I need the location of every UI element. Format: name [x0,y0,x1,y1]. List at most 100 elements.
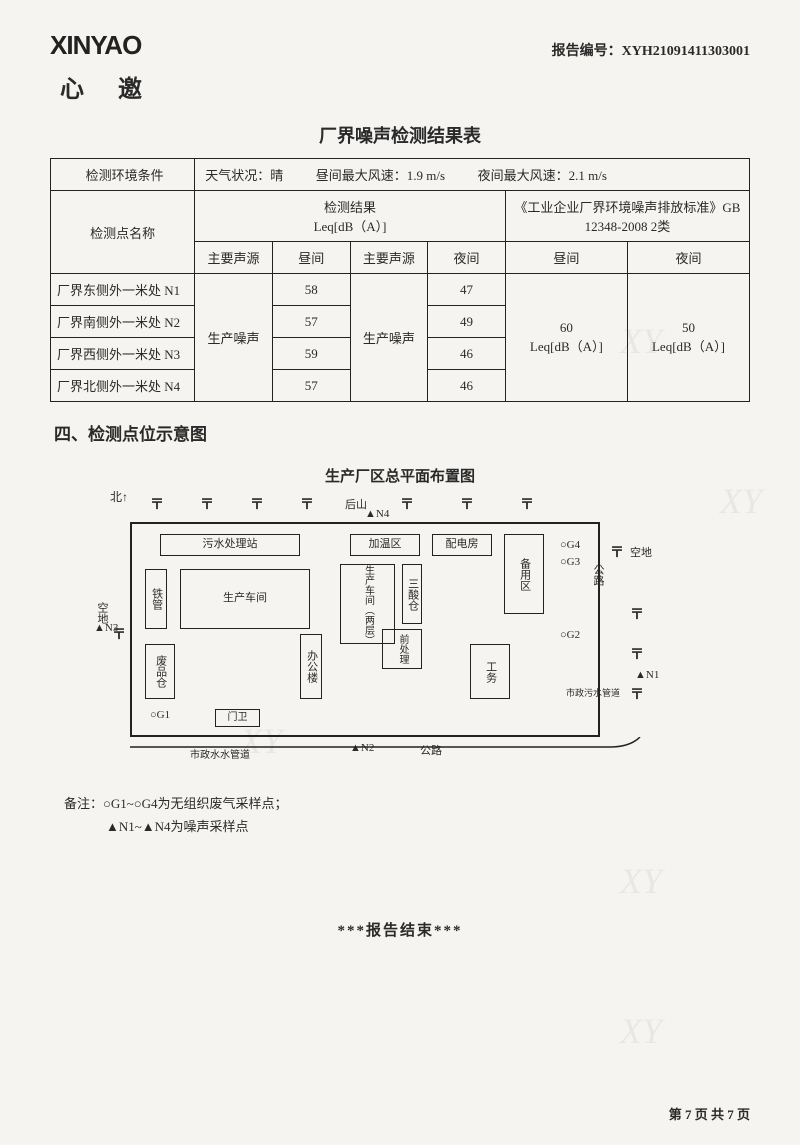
box-sansuan: 三酸仓 [402,564,422,624]
brand-cn: 心 邀 [60,69,750,104]
box-tieguan-text: 铁管 [149,588,162,610]
box-shengchan2-text: 生产车间（两层） [362,565,374,643]
weather-label: 天气状况： [205,168,270,183]
tree-icon: 〒 [200,494,214,514]
note-line-2: ▲N1~▲N4为噪声采样点 [64,815,750,838]
cell-point: 厂界西侧外一米处 N3 [51,338,195,370]
box-wushui: 污水处理站 [160,534,300,556]
tree-icon: 〒 [400,494,414,514]
watermark: XY [620,1010,662,1052]
tree-icon: 〒 [630,684,644,704]
env-values: 天气状况：晴 昼间最大风速：1.9 m/s 夜间最大风速：2.1 m/s [195,159,750,191]
diagram-section-title: 四、检测点位示意图 [54,420,750,445]
logo-text: XINYAO [50,30,141,61]
day-wind-label: 昼间最大风速： [316,168,407,183]
th-std-day: 昼间 [505,242,627,274]
site-plan-diagram: 北↑ 〒 〒 〒 〒 后山 〒 〒 〒 ▲N4 污水处理站 加温区 配电房 备用… [90,494,710,774]
cell-day: 59 [272,338,350,370]
box-beiyong: 备用区 [504,534,544,614]
box-qianchuli: 前处理 [382,629,422,669]
th-result-label: 检测结果 [324,200,376,215]
th-result-unit: Leq[dB（A）] [314,219,387,234]
std-day-unit: Leq[dB（A）] [530,339,603,354]
box-peidian: 配电房 [432,534,492,556]
th-source-night: 主要声源 [350,242,428,274]
cell-std-day: 60 Leq[dB（A）] [505,274,627,402]
north-label: 北↑ [110,488,128,505]
box-menwei: 门卫 [215,709,260,727]
th-source-day: 主要声源 [195,242,273,274]
tree-icon: 〒 [630,604,644,624]
box-feipin-text: 废品仓 [153,655,166,688]
marker-n4: ▲N4 [365,508,389,520]
cell-night: 47 [428,274,506,306]
road-line [130,737,650,757]
cell-point: 厂界南侧外一米处 N2 [51,306,195,338]
tree-icon: 〒 [150,494,164,514]
tree-icon: 〒 [112,624,126,644]
table-title: 厂界噪声检测结果表 [50,122,750,148]
marker-g2: ○G2 [560,629,580,641]
page-number: 第 7 页 共 7 页 [669,1104,750,1123]
box-feipin: 废品仓 [145,644,175,699]
marker-g3: ○G3 [560,556,580,568]
th-result: 检测结果 Leq[dB（A）] [195,191,506,242]
label-gonglu-r: 公路 [590,564,606,589]
cell-night: 46 [428,338,506,370]
noise-result-table: 检测环境条件 天气状况：晴 昼间最大风速：1.9 m/s 夜间最大风速：2.1 … [50,158,750,402]
night-wind-label: 夜间最大风速： [478,168,569,183]
kongdi-l-text: 空地 [94,602,110,624]
gonglu-r-text: 公路 [590,564,606,586]
header: XINYAO 报告编号：XYH21091411303001 [50,30,750,61]
day-wind-value: 1.9 m/s [407,168,445,183]
tree-icon: 〒 [300,494,314,514]
cell-source-night: 生产噪声 [350,274,428,402]
weather-value: 晴 [270,168,283,183]
watermark: XY [720,480,762,522]
note-line-1: 备注：○G1~○G4为无组织废气采样点； [64,792,750,815]
night-wind-value: 2.1 m/s [569,168,607,183]
th-standard: 《工业企业厂界环境噪声排放标准》GB 12348-2008 2类 [505,191,749,242]
cell-point: 厂界东侧外一米处 N1 [51,274,195,306]
cell-std-night: 50 Leq[dB（A）] [627,274,749,402]
report-number: 报告编号：XYH21091411303001 [552,40,750,60]
box-beiyong-text: 备用区 [517,558,530,591]
tree-icon: 〒 [630,644,644,664]
box-jiawen: 加温区 [350,534,420,556]
env-label: 检测环境条件 [51,159,195,191]
std-night-value: 50 [682,320,695,335]
report-no-label: 报告编号： [552,44,622,59]
th-day: 昼间 [272,242,350,274]
tree-icon: 〒 [520,494,534,514]
box-bangong-text: 办公楼 [304,650,317,683]
th-night: 夜间 [428,242,506,274]
arrow-up-icon: ↑ [122,490,128,504]
north-text: 北 [110,490,122,504]
std-day-value: 60 [560,320,573,335]
marker-n1: ▲N1 [635,669,659,681]
box-shengchan1: 生产车间 [180,569,310,629]
cell-day: 58 [272,274,350,306]
cell-night: 46 [428,370,506,402]
box-gongwu-text: 工务 [483,661,496,683]
label-pipe-r: 市政污水管道 [566,686,620,699]
th-std-night: 夜间 [627,242,749,274]
watermark: XY [620,860,662,902]
report-no-value: XYH21091411303001 [622,44,750,59]
cell-day: 57 [272,370,350,402]
box-qianchuli-text: 前处理 [396,634,408,664]
label-kongdi-l: 空地 [94,602,110,627]
cell-day: 57 [272,306,350,338]
th-point: 检测点名称 [51,191,195,274]
tree-icon: 〒 [460,494,474,514]
diagram-note: 备注：○G1~○G4为无组织废气采样点； ▲N1~▲N4为噪声采样点 [50,792,750,839]
marker-g4: ○G4 [560,539,580,551]
cell-source-day: 生产噪声 [195,274,273,402]
tree-icon: 〒 [250,494,264,514]
diagram-title: 生产厂区总平面布置图 [50,465,750,486]
cell-night: 49 [428,306,506,338]
label-houshan: 后山 [345,496,367,512]
table-row: 厂界东侧外一米处 N1 生产噪声 58 生产噪声 47 60 Leq[dB（A）… [51,274,750,306]
cell-point: 厂界北侧外一米处 N4 [51,370,195,402]
box-tieguan: 铁管 [145,569,167,629]
